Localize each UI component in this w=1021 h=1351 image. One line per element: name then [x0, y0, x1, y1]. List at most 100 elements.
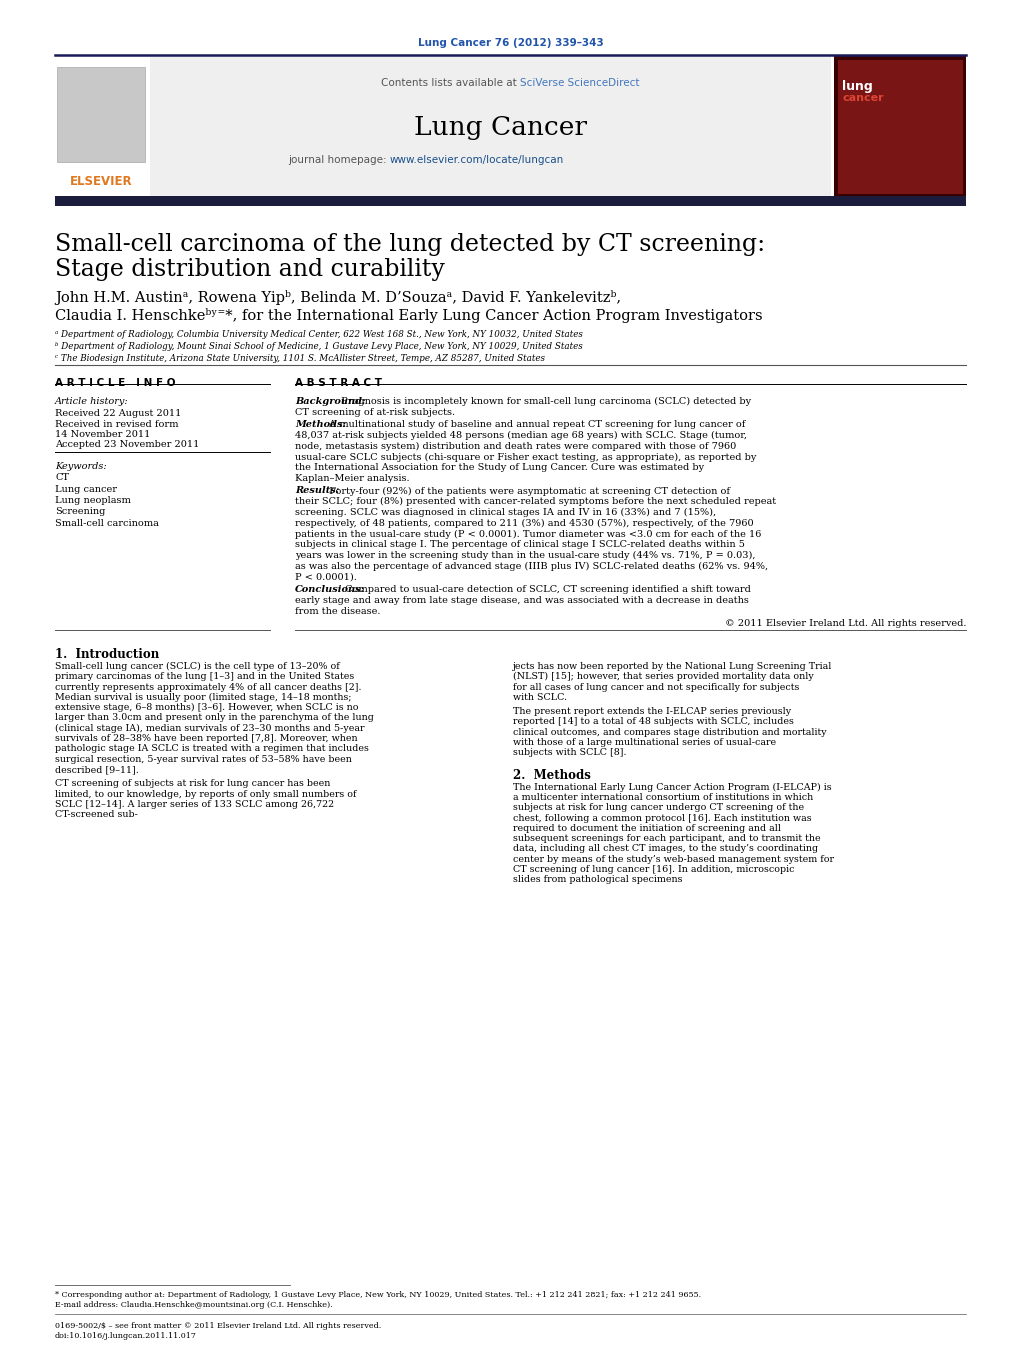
Text: * Corresponding author at: Department of Radiology, 1 Gustave Levy Place, New Yo: * Corresponding author at: Department of…	[55, 1292, 701, 1300]
Text: survivals of 28–38% have been reported [7,8]. Moreover, when: survivals of 28–38% have been reported […	[55, 734, 357, 743]
Text: Median survival is usually poor (limited stage, 14–18 months;: Median survival is usually poor (limited…	[55, 693, 351, 703]
Text: early stage and away from late stage disease, and was associated with a decrease: early stage and away from late stage dis…	[295, 596, 748, 605]
Text: Screening: Screening	[55, 508, 105, 516]
Text: Conclusions:: Conclusions:	[295, 585, 366, 594]
Text: subjects at risk for lung cancer undergo CT screening of the: subjects at risk for lung cancer undergo…	[513, 804, 805, 812]
Text: Small-cell carcinoma of the lung detected by CT screening:: Small-cell carcinoma of the lung detecte…	[55, 232, 765, 255]
Text: subjects in clinical stage I. The percentage of clinical stage I SCLC-related de: subjects in clinical stage I. The percen…	[295, 540, 745, 550]
Text: A multinational study of baseline and annual repeat CT screening for lung cancer: A multinational study of baseline and an…	[327, 420, 745, 430]
Text: Kaplan–Meier analysis.: Kaplan–Meier analysis.	[295, 474, 409, 484]
Bar	[57, 68, 145, 162]
Text: a multicenter international consortium of institutions in which: a multicenter international consortium o…	[513, 793, 814, 802]
Text: CT screening of at-risk subjects.: CT screening of at-risk subjects.	[295, 408, 455, 417]
Text: SciVerse ScienceDirect: SciVerse ScienceDirect	[520, 78, 639, 88]
Text: Contents lists available at: Contents lists available at	[381, 78, 520, 88]
Text: A R T I C L E   I N F O: A R T I C L E I N F O	[55, 378, 176, 388]
Text: ELSEVIER: ELSEVIER	[69, 176, 133, 188]
Text: ᵇ Department of Radiology, Mount Sinai School of Medicine, 1 Gustave Levy Place,: ᵇ Department of Radiology, Mount Sinai S…	[55, 342, 583, 351]
Text: John H.M. Austinᵃ, Rowena Yipᵇ, Belinda M. D’Souzaᵃ, David F. Yankelevitzᵇ,: John H.M. Austinᵃ, Rowena Yipᵇ, Belinda …	[55, 290, 621, 305]
Text: Lung cancer: Lung cancer	[55, 485, 117, 493]
Text: slides from pathological specimens: slides from pathological specimens	[513, 875, 682, 885]
Bar	[150, 55, 831, 199]
Text: CT screening of subjects at risk for lung cancer has been: CT screening of subjects at risk for lun…	[55, 780, 331, 788]
Text: center by means of the study’s web-based management system for: center by means of the study’s web-based…	[513, 855, 834, 863]
Text: their SCLC; four (8%) presented with cancer-related symptoms before the next sch: their SCLC; four (8%) presented with can…	[295, 497, 776, 507]
Text: The present report extends the I-ELCAP series previously: The present report extends the I-ELCAP s…	[513, 707, 791, 716]
Text: Stage distribution and curability: Stage distribution and curability	[55, 258, 445, 281]
Text: subjects with SCLC [8].: subjects with SCLC [8].	[513, 748, 627, 758]
Text: described [9–11].: described [9–11].	[55, 765, 139, 774]
Text: (NLST) [15]; however, that series provided mortality data only: (NLST) [15]; however, that series provid…	[513, 673, 814, 681]
Bar	[834, 55, 966, 199]
Bar	[55, 55, 150, 199]
Text: 2.  Methods: 2. Methods	[513, 769, 591, 782]
Text: 1.  Introduction: 1. Introduction	[55, 648, 159, 661]
Text: clinical outcomes, and compares stage distribution and mortality: clinical outcomes, and compares stage di…	[513, 728, 827, 736]
Text: CT: CT	[55, 473, 69, 482]
Bar	[55, 196, 966, 205]
Text: Results:: Results:	[295, 486, 339, 496]
Text: screening. SCLC was diagnosed in clinical stages IA and IV in 16 (33%) and 7 (15: screening. SCLC was diagnosed in clinica…	[295, 508, 716, 517]
Text: The International Early Lung Cancer Action Program (I-ELCAP) is: The International Early Lung Cancer Acti…	[513, 782, 832, 792]
Text: usual-care SCLC subjects (chi-square or Fisher exact testing, as appropriate), a: usual-care SCLC subjects (chi-square or …	[295, 453, 757, 462]
Text: Small-cell carcinoma: Small-cell carcinoma	[55, 519, 159, 528]
Text: Background:: Background:	[295, 397, 366, 407]
Text: (clinical stage IA), median survivals of 23–30 months and 5-year: (clinical stage IA), median survivals of…	[55, 724, 364, 734]
Text: Received in revised form: Received in revised form	[55, 420, 179, 430]
Text: lung: lung	[842, 80, 873, 93]
Text: Keywords:: Keywords:	[55, 462, 106, 471]
Text: reported [14] to a total of 48 subjects with SCLC, includes: reported [14] to a total of 48 subjects …	[513, 717, 794, 727]
Text: Article history:: Article history:	[55, 397, 129, 407]
Text: Lung Cancer: Lung Cancer	[414, 115, 586, 141]
Text: CT screening of lung cancer [16]. In addition, microscopic: CT screening of lung cancer [16]. In add…	[513, 865, 794, 874]
Text: chest, following a common protocol [16]. Each institution was: chest, following a common protocol [16].…	[513, 813, 812, 823]
Text: years was lower in the screening study than in the usual-care study (44% vs. 71%: years was lower in the screening study t…	[295, 551, 756, 561]
Text: ᶜ The Biodesign Institute, Arizona State University, 1101 S. McAllister Street, : ᶜ The Biodesign Institute, Arizona State…	[55, 354, 545, 363]
Text: Prognosis is incompletely known for small-cell lung carcinoma (SCLC) detected by: Prognosis is incompletely known for smal…	[338, 397, 751, 407]
Text: for all cases of lung cancer and not specifically for subjects: for all cases of lung cancer and not spe…	[513, 682, 799, 692]
Text: Small-cell lung cancer (SCLC) is the cell type of 13–20% of: Small-cell lung cancer (SCLC) is the cel…	[55, 662, 340, 671]
Text: 14 November 2011: 14 November 2011	[55, 430, 150, 439]
Text: patients in the usual-care study (P < 0.0001). Tumor diameter was <3.0 cm for ea: patients in the usual-care study (P < 0.…	[295, 530, 762, 539]
Text: doi:10.1016/j.lungcan.2011.11.017: doi:10.1016/j.lungcan.2011.11.017	[55, 1332, 197, 1340]
Text: jects has now been reported by the National Lung Screening Trial: jects has now been reported by the Natio…	[513, 662, 832, 671]
Text: node, metastasis system) distribution and death rates were compared with those o: node, metastasis system) distribution an…	[295, 442, 736, 451]
Text: the International Association for the Study of Lung Cancer. Cure was estimated b: the International Association for the St…	[295, 463, 704, 473]
Text: subsequent screenings for each participant, and to transmit the: subsequent screenings for each participa…	[513, 834, 821, 843]
Text: data, including all chest CT images, to the study’s coordinating: data, including all chest CT images, to …	[513, 844, 818, 854]
Text: Claudia I. Henschkeᵇʸ⁼*, for the International Early Lung Cancer Action Program : Claudia I. Henschkeᵇʸ⁼*, for the Interna…	[55, 308, 763, 323]
Text: A B S T R A C T: A B S T R A C T	[295, 378, 382, 388]
Text: CT-screened sub-: CT-screened sub-	[55, 811, 138, 819]
Text: primary carcinomas of the lung [1–3] and in the United States: primary carcinomas of the lung [1–3] and…	[55, 673, 354, 681]
Text: required to document the initiation of screening and all: required to document the initiation of s…	[513, 824, 781, 834]
Text: journal homepage:: journal homepage:	[288, 155, 390, 165]
Text: extensive stage, 6–8 months) [3–6]. However, when SCLC is no: extensive stage, 6–8 months) [3–6]. Howe…	[55, 704, 358, 712]
Text: © 2011 Elsevier Ireland Ltd. All rights reserved.: © 2011 Elsevier Ireland Ltd. All rights …	[725, 619, 966, 628]
Text: Lung neoplasm: Lung neoplasm	[55, 496, 131, 505]
Text: Forty-four (92%) of the patients were asymptomatic at screening CT detection of: Forty-four (92%) of the patients were as…	[327, 486, 730, 496]
Text: P < 0.0001).: P < 0.0001).	[295, 573, 357, 582]
Text: 0169-5002/$ – see front matter © 2011 Elsevier Ireland Ltd. All rights reserved.: 0169-5002/$ – see front matter © 2011 El…	[55, 1323, 381, 1329]
Text: surgical resection, 5-year survival rates of 53–58% have been: surgical resection, 5-year survival rate…	[55, 755, 352, 763]
Text: from the disease.: from the disease.	[295, 607, 381, 616]
Text: Received 22 August 2011: Received 22 August 2011	[55, 409, 182, 417]
Text: 48,037 at-risk subjects yielded 48 persons (median age 68 years) with SCLC. Stag: 48,037 at-risk subjects yielded 48 perso…	[295, 431, 747, 440]
Text: Methods:: Methods:	[295, 420, 346, 430]
Bar	[838, 59, 963, 195]
Text: pathologic stage IA SCLC is treated with a regimen that includes: pathologic stage IA SCLC is treated with…	[55, 744, 369, 754]
Text: E-mail address: Claudia.Henschke@mountsinai.org (C.I. Henschke).: E-mail address: Claudia.Henschke@mountsi…	[55, 1301, 333, 1309]
Text: cancer: cancer	[842, 93, 883, 103]
Text: Lung Cancer 76 (2012) 339–343: Lung Cancer 76 (2012) 339–343	[419, 38, 603, 49]
Text: ᵃ Department of Radiology, Columbia University Medical Center, 622 West 168 St.,: ᵃ Department of Radiology, Columbia Univ…	[55, 330, 583, 339]
Text: www.elsevier.com/locate/lungcan: www.elsevier.com/locate/lungcan	[390, 155, 565, 165]
Text: with those of a large multinational series of usual-care: with those of a large multinational seri…	[513, 738, 776, 747]
Text: as was also the percentage of advanced stage (IIIB plus IV) SCLC-related deaths : as was also the percentage of advanced s…	[295, 562, 768, 571]
Text: with SCLC.: with SCLC.	[513, 693, 567, 703]
Text: larger than 3.0cm and present only in the parenchyma of the lung: larger than 3.0cm and present only in th…	[55, 713, 374, 723]
Text: currently represents approximately 4% of all cancer deaths [2].: currently represents approximately 4% of…	[55, 682, 361, 692]
Text: Accepted 23 November 2011: Accepted 23 November 2011	[55, 440, 199, 449]
Text: respectively, of 48 patients, compared to 211 (3%) and 4530 (57%), respectively,: respectively, of 48 patients, compared t…	[295, 519, 753, 528]
Text: limited, to our knowledge, by reports of only small numbers of: limited, to our knowledge, by reports of…	[55, 789, 356, 798]
Text: SCLC [12–14]. A larger series of 133 SCLC among 26,722: SCLC [12–14]. A larger series of 133 SCL…	[55, 800, 334, 809]
Text: Compared to usual-care detection of SCLC, CT screening identified a shift toward: Compared to usual-care detection of SCLC…	[342, 585, 750, 594]
